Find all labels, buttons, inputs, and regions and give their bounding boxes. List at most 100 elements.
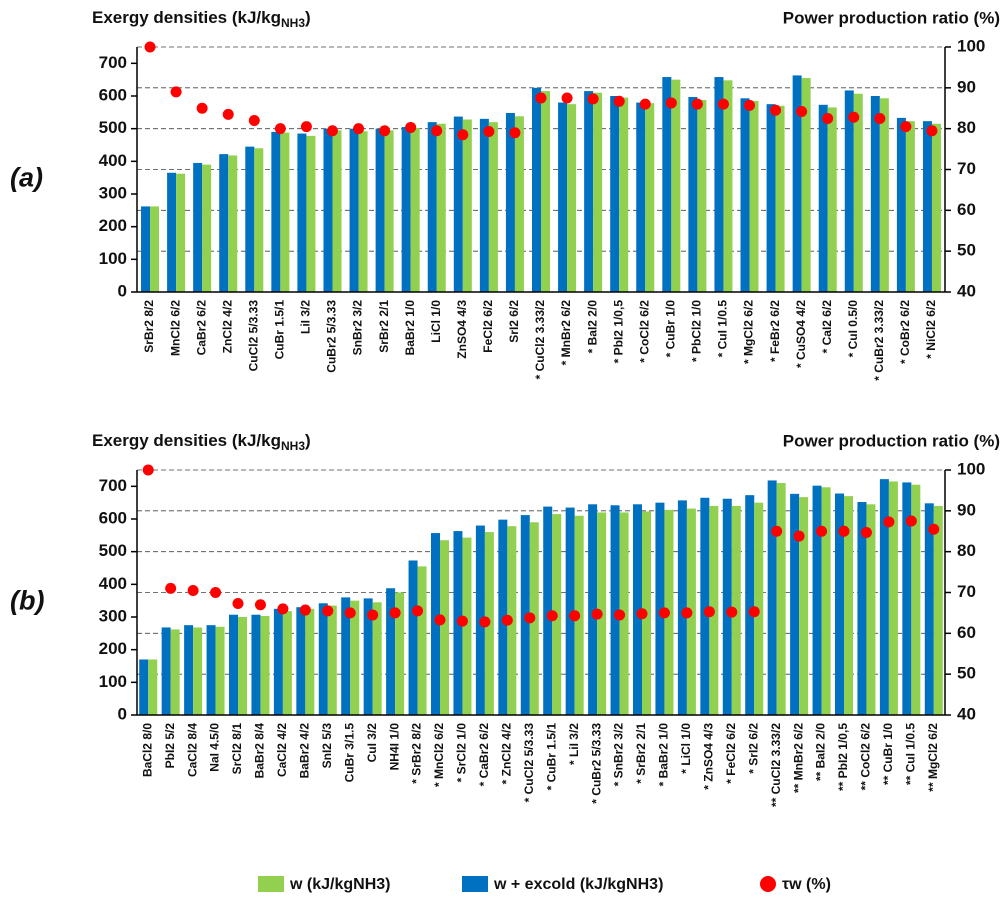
- x-tick-label: NH4I 1/0: [387, 723, 401, 771]
- legend-swatch: [258, 876, 284, 892]
- marker: [546, 610, 558, 622]
- bar: [332, 130, 342, 292]
- x-tick-label: CuBr2 5/3.33: [325, 300, 339, 373]
- x-tick-label: PbI2 5/2: [163, 723, 177, 769]
- y2-tick-label: 50: [957, 664, 976, 683]
- bar: [462, 119, 472, 293]
- legend-swatch: [760, 876, 776, 892]
- x-tick-label: FeCl2 6/2: [481, 300, 495, 353]
- bar: [723, 80, 733, 292]
- bar: [775, 105, 785, 292]
- bar: [593, 92, 603, 292]
- bar: [229, 614, 238, 715]
- bar: [436, 123, 446, 293]
- x-tick-label: ZnSO4 4/3: [455, 300, 469, 359]
- marker: [658, 607, 670, 619]
- bar: [514, 116, 524, 293]
- bar: [740, 98, 750, 292]
- bar: [427, 122, 437, 292]
- marker: [501, 614, 513, 626]
- marker: [277, 603, 289, 615]
- bar: [417, 566, 427, 715]
- x-tick-label: CuBr 1.5/1: [273, 300, 287, 360]
- marker: [142, 464, 154, 476]
- bar: [206, 625, 216, 715]
- bar: [879, 98, 889, 292]
- bar: [619, 97, 629, 292]
- marker: [613, 95, 625, 107]
- bar: [372, 602, 382, 715]
- marker: [703, 606, 715, 618]
- marker: [900, 121, 912, 133]
- y2-tick-label: 70: [957, 582, 976, 601]
- x-tick-label: * CaI2 6/2: [820, 300, 834, 354]
- marker: [210, 587, 222, 598]
- bar: [139, 659, 149, 715]
- x-tick-label: SrCl2 8/1: [230, 723, 244, 775]
- x-tick-label: ZnCl2 4/2: [220, 300, 234, 354]
- bar: [655, 502, 665, 715]
- legend-label: τw (%): [782, 876, 831, 893]
- x-tick-label: SnBr2 3/2: [351, 300, 365, 356]
- bar: [896, 117, 906, 293]
- bar: [280, 132, 290, 292]
- bar: [633, 504, 642, 715]
- bar: [375, 128, 385, 292]
- bar: [296, 607, 306, 715]
- bar: [792, 75, 802, 292]
- marker: [389, 607, 401, 619]
- y-tick-label: 0: [118, 704, 127, 723]
- bar: [176, 173, 186, 292]
- bar: [254, 148, 264, 292]
- x-tick-label: * FeCl2 6/2: [724, 723, 738, 784]
- bar: [273, 608, 283, 715]
- bar: [358, 131, 368, 292]
- chart-panel: 40 50 60 70 80 90 100 0 100 200 300 400 500 600 700 SrB…: [10, 8, 1000, 380]
- marker: [838, 525, 850, 537]
- y-axis-title: Exergy densities (kJ/kgNH3): [92, 8, 311, 30]
- bar: [818, 104, 828, 292]
- marker: [299, 604, 311, 616]
- bar: [745, 495, 755, 715]
- marker: [196, 102, 208, 114]
- x-tick-label: CuI 3/2: [365, 723, 379, 763]
- x-tick-label: ** CoCl2 6/2: [859, 723, 873, 791]
- marker: [587, 93, 599, 105]
- bar: [888, 481, 898, 715]
- y-tick-label: 600: [99, 85, 127, 104]
- x-tick-label: * NiCl2 6/2: [924, 300, 938, 359]
- bar: [305, 608, 315, 715]
- x-tick-label: * CuBr2 3.33/2: [872, 300, 886, 381]
- y-tick-label: 500: [99, 541, 127, 560]
- marker: [905, 515, 917, 527]
- x-tick-label: * MnCl2 6/2: [432, 723, 446, 787]
- marker: [926, 125, 938, 137]
- y2-tick-label: 70: [957, 159, 976, 178]
- marker: [165, 582, 177, 594]
- marker: [144, 41, 156, 53]
- x-tick-label: BaBr2 1/0: [403, 300, 417, 356]
- x-tick-label: * CuI 1/0.5: [716, 300, 730, 358]
- x-tick-label: * CuCl2 3.33/2: [533, 300, 547, 380]
- y-axis-title-part: NH3: [281, 16, 305, 30]
- x-tick-label: BaCl2 8/0: [140, 723, 154, 777]
- bar: [215, 626, 225, 715]
- y-axis-title-part: NH3: [281, 439, 305, 453]
- x-tick-label: ** CuBr 1/0: [881, 723, 895, 785]
- marker: [928, 523, 940, 535]
- x-tick-label: * SrI2 6/2: [746, 723, 760, 774]
- x-tick-label: * CaBr2 6/2: [477, 723, 491, 787]
- bar: [931, 123, 941, 293]
- x-tick-label: LiI 3/2: [299, 300, 313, 334]
- y-tick-label: 700: [99, 476, 127, 495]
- y-tick-label: 300: [99, 183, 127, 202]
- marker: [274, 123, 286, 135]
- bar: [827, 107, 837, 292]
- bar: [193, 627, 203, 715]
- marker: [691, 98, 703, 110]
- marker: [222, 108, 234, 120]
- marker: [405, 121, 417, 133]
- y-tick-label: 100: [99, 672, 127, 691]
- x-tick-label: SnI2 5/3: [320, 723, 334, 769]
- marker: [726, 606, 738, 618]
